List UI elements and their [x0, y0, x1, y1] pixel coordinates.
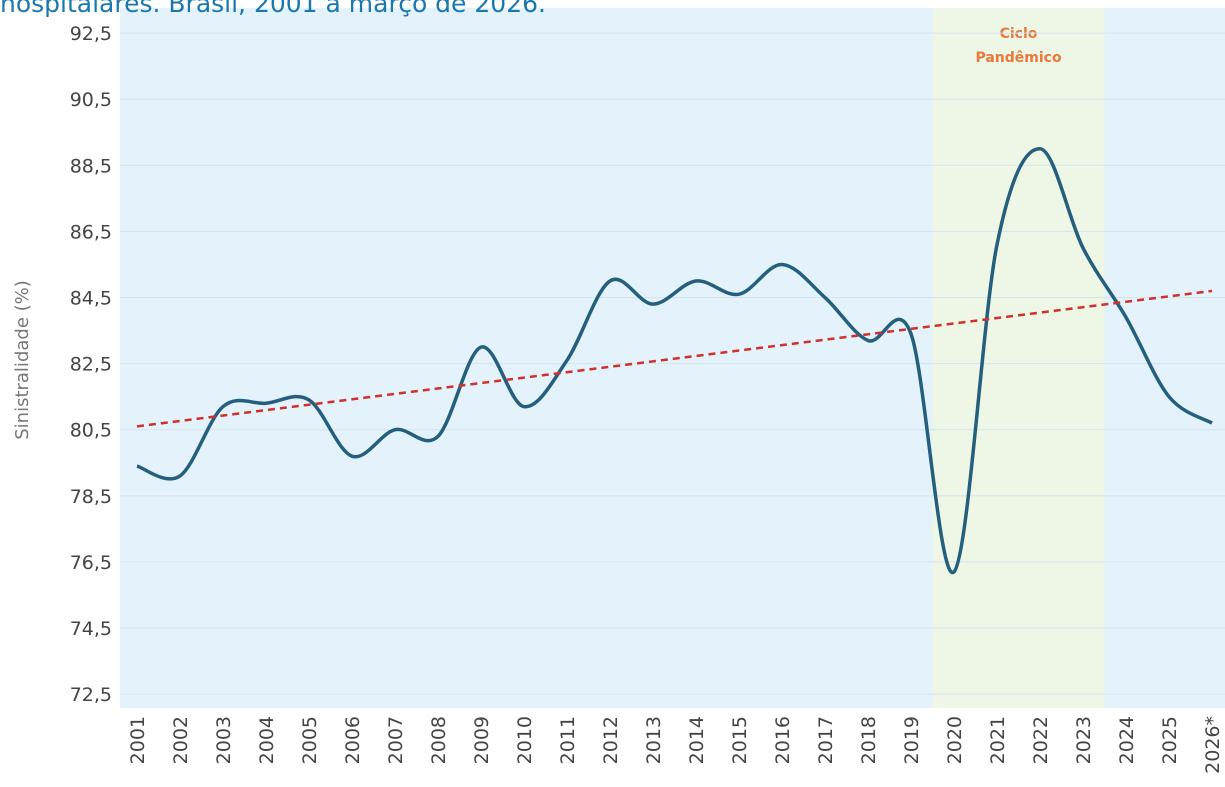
x-tick-label: 2012: [600, 716, 622, 764]
y-tick-label: 84,5: [70, 288, 112, 310]
x-tick-label: 2002: [170, 716, 192, 764]
x-tick-label: 2010: [514, 716, 536, 764]
y-tick-label: 78,5: [70, 486, 112, 508]
x-tick-label: 2014: [686, 716, 708, 764]
x-tick-label: 2005: [299, 716, 321, 764]
x-tick-label: 2019: [901, 716, 923, 764]
y-tick-label: 90,5: [70, 89, 112, 111]
x-tick-label: 2017: [815, 716, 837, 764]
highlight-label: Pandêmico: [975, 50, 1062, 66]
x-tick-label: 2013: [643, 716, 665, 764]
x-tick-label: 2025: [1159, 716, 1181, 764]
x-tick-label: 2024: [1116, 716, 1138, 764]
x-tick-label: 2023: [1073, 716, 1095, 764]
trend-line: [136, 289, 1213, 428]
x-tick-label: 2006: [342, 716, 364, 764]
x-tick-label: 2015: [729, 716, 751, 764]
y-tick-label: 80,5: [70, 420, 112, 442]
highlight-band: [932, 8, 1105, 708]
x-tick-label: 2020: [944, 716, 966, 764]
y-tick-label: 74,5: [70, 618, 112, 640]
x-tick-label: 2001: [127, 716, 149, 764]
x-tick-label: 2021: [987, 716, 1009, 764]
x-tick-label: 2011: [557, 716, 579, 764]
y-tick-label: 72,5: [70, 684, 112, 706]
y-axis-label: Sinistralidade (%): [12, 280, 33, 440]
x-tick-label: 2003: [213, 716, 235, 764]
chart-title: hospitalares. Brasil, 2001 a março de 20…: [0, 0, 546, 18]
x-tick-label: 2007: [385, 716, 407, 764]
data-line: [136, 147, 1213, 574]
x-tick-label: 2009: [471, 716, 493, 764]
y-tick-label: 76,5: [70, 552, 112, 574]
x-tick-label: 2016: [772, 716, 794, 764]
x-tick-label: 2008: [428, 716, 450, 764]
y-tick-label: 92,5: [70, 23, 112, 45]
y-tick-label: 88,5: [70, 155, 112, 177]
x-tick-label: 2026*: [1202, 716, 1224, 774]
y-tick-label: 82,5: [70, 354, 112, 376]
y-tick-label: 86,5: [70, 221, 112, 243]
x-tick-label: 2018: [858, 716, 880, 764]
highlight-label: Ciclo: [1000, 26, 1038, 42]
x-tick-label: 2004: [256, 716, 278, 764]
x-tick-label: 2022: [1030, 716, 1052, 764]
